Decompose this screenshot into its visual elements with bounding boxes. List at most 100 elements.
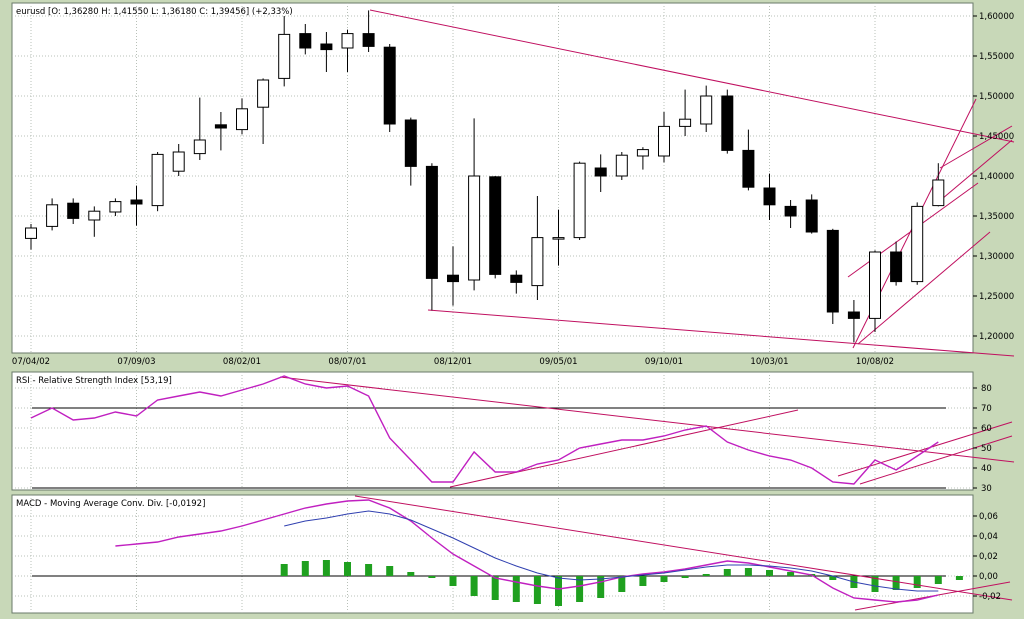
candle-body-up	[869, 251, 881, 319]
rsi-y-tick-label: 30	[981, 484, 992, 494]
price-channel-short-1	[939, 125, 1013, 169]
candle	[236, 98, 248, 135]
candle-body-down	[847, 311, 860, 319]
candle	[447, 246, 459, 306]
candle-body-up	[109, 201, 122, 213]
candle-body-down	[489, 176, 502, 275]
candle	[362, 10, 375, 52]
candle-body-down	[805, 199, 818, 233]
candle-body-down	[763, 187, 776, 206]
candle-body-down	[425, 165, 438, 279]
candle	[299, 24, 312, 55]
price-x-tick-label: 08/02/01	[223, 357, 261, 367]
candle	[763, 173, 776, 220]
candle-body-up	[531, 237, 544, 287]
candle	[67, 198, 80, 224]
candle-body-up	[257, 79, 270, 108]
candle	[172, 144, 185, 176]
candle	[46, 198, 59, 231]
candle	[193, 97, 206, 160]
macd-histogram-bar	[913, 576, 921, 588]
price-y-tick-label: 1,60000	[979, 12, 1014, 22]
macd-histogram-bar	[597, 576, 605, 598]
candle	[109, 198, 122, 216]
price-trendline-lower	[427, 309, 1015, 357]
candle-body-up	[172, 151, 185, 172]
candle	[88, 206, 101, 237]
macd-histogram-bar	[301, 561, 309, 576]
macd-histogram-bar	[386, 566, 394, 576]
candle-body-down	[447, 274, 459, 283]
macd-histogram-bar	[955, 576, 963, 580]
candle-body-up	[932, 179, 945, 207]
price-y-tick-label: 1,20000	[979, 332, 1014, 342]
candle-body-down	[214, 124, 227, 129]
candle-body-up	[658, 125, 670, 157]
macd-y-tick-label: 0,04	[979, 532, 998, 542]
macd-y-tick-label: 0,06	[979, 512, 998, 522]
candle	[636, 147, 649, 170]
candle-body-up	[552, 237, 565, 240]
candle	[615, 152, 628, 180]
candle-body-up	[468, 175, 481, 281]
candle-body-down	[130, 199, 143, 205]
price-x-tick-label: 09/05/01	[539, 357, 577, 367]
candle-body-up	[88, 210, 101, 221]
macd-histogram-bar	[639, 576, 647, 586]
rsi-y-tick-label: 60	[981, 424, 992, 434]
price-y-axis: 1,60000 1,55000 1,50000 1,45000 1,40000 1,350…	[973, 12, 1014, 342]
rsi-y-tick-label: 40	[981, 464, 992, 474]
candle	[489, 176, 502, 279]
rsi-y-tick-label: 80	[981, 384, 992, 394]
price-y-tick-label: 1,50000	[979, 92, 1014, 102]
candle	[784, 200, 797, 228]
macd-trendline-down	[354, 495, 1013, 601]
rsi-trendline-down	[279, 376, 1015, 463]
macd-histogram-bar	[829, 576, 837, 580]
macd-histogram-bar	[407, 572, 415, 576]
candle-body-up	[615, 154, 628, 177]
candle	[25, 224, 37, 250]
candle	[531, 196, 544, 300]
candle	[890, 241, 903, 286]
candle-body-down	[594, 167, 607, 177]
candle	[594, 154, 607, 192]
macd-histogram-bar	[787, 572, 795, 576]
candle-body-up	[151, 153, 164, 207]
candle	[468, 118, 481, 291]
macd-signal-line	[284, 510, 939, 592]
candle-body-up	[236, 108, 248, 131]
macd-line	[115, 499, 939, 603]
candles	[25, 10, 945, 343]
rsi-trendlines	[279, 376, 1015, 488]
price-y-tick-label: 1,35000	[979, 212, 1014, 222]
macd-histogram-bar	[280, 564, 288, 576]
macd-histogram-bar	[555, 576, 562, 606]
macd-histogram-bar	[365, 564, 373, 576]
price-x-tick-label: 09/10/01	[645, 357, 683, 367]
candle	[721, 89, 734, 154]
price-x-tick-label: 10/03/01	[750, 357, 788, 367]
candle	[425, 163, 438, 311]
rsi-panel	[11, 371, 974, 491]
candle-body-up	[193, 139, 206, 155]
macd-histogram-bar	[660, 576, 668, 582]
price-trendline-upper	[369, 9, 1015, 143]
candle-body-down	[510, 274, 523, 283]
candle	[320, 32, 333, 72]
candle	[151, 152, 164, 212]
candle-body-down	[742, 149, 755, 188]
price-x-tick-label: 08/12/01	[434, 357, 472, 367]
macd-histogram-bar	[892, 576, 900, 590]
candle	[869, 250, 881, 332]
candle	[658, 112, 670, 163]
candle-body-up	[911, 205, 924, 283]
candle	[404, 117, 417, 186]
rsi-reference-lines	[32, 407, 946, 489]
price-title: eurusd [O: 1,36280 H: 1,41550 L: 1,36180…	[16, 7, 293, 17]
candle-body-up	[25, 227, 37, 239]
macd-y-axis: 0,06 0,04 0,02 0,00 -0,02	[973, 512, 1001, 602]
candle-body-down	[404, 119, 417, 167]
price-y-tick-label: 1,55000	[979, 52, 1014, 62]
